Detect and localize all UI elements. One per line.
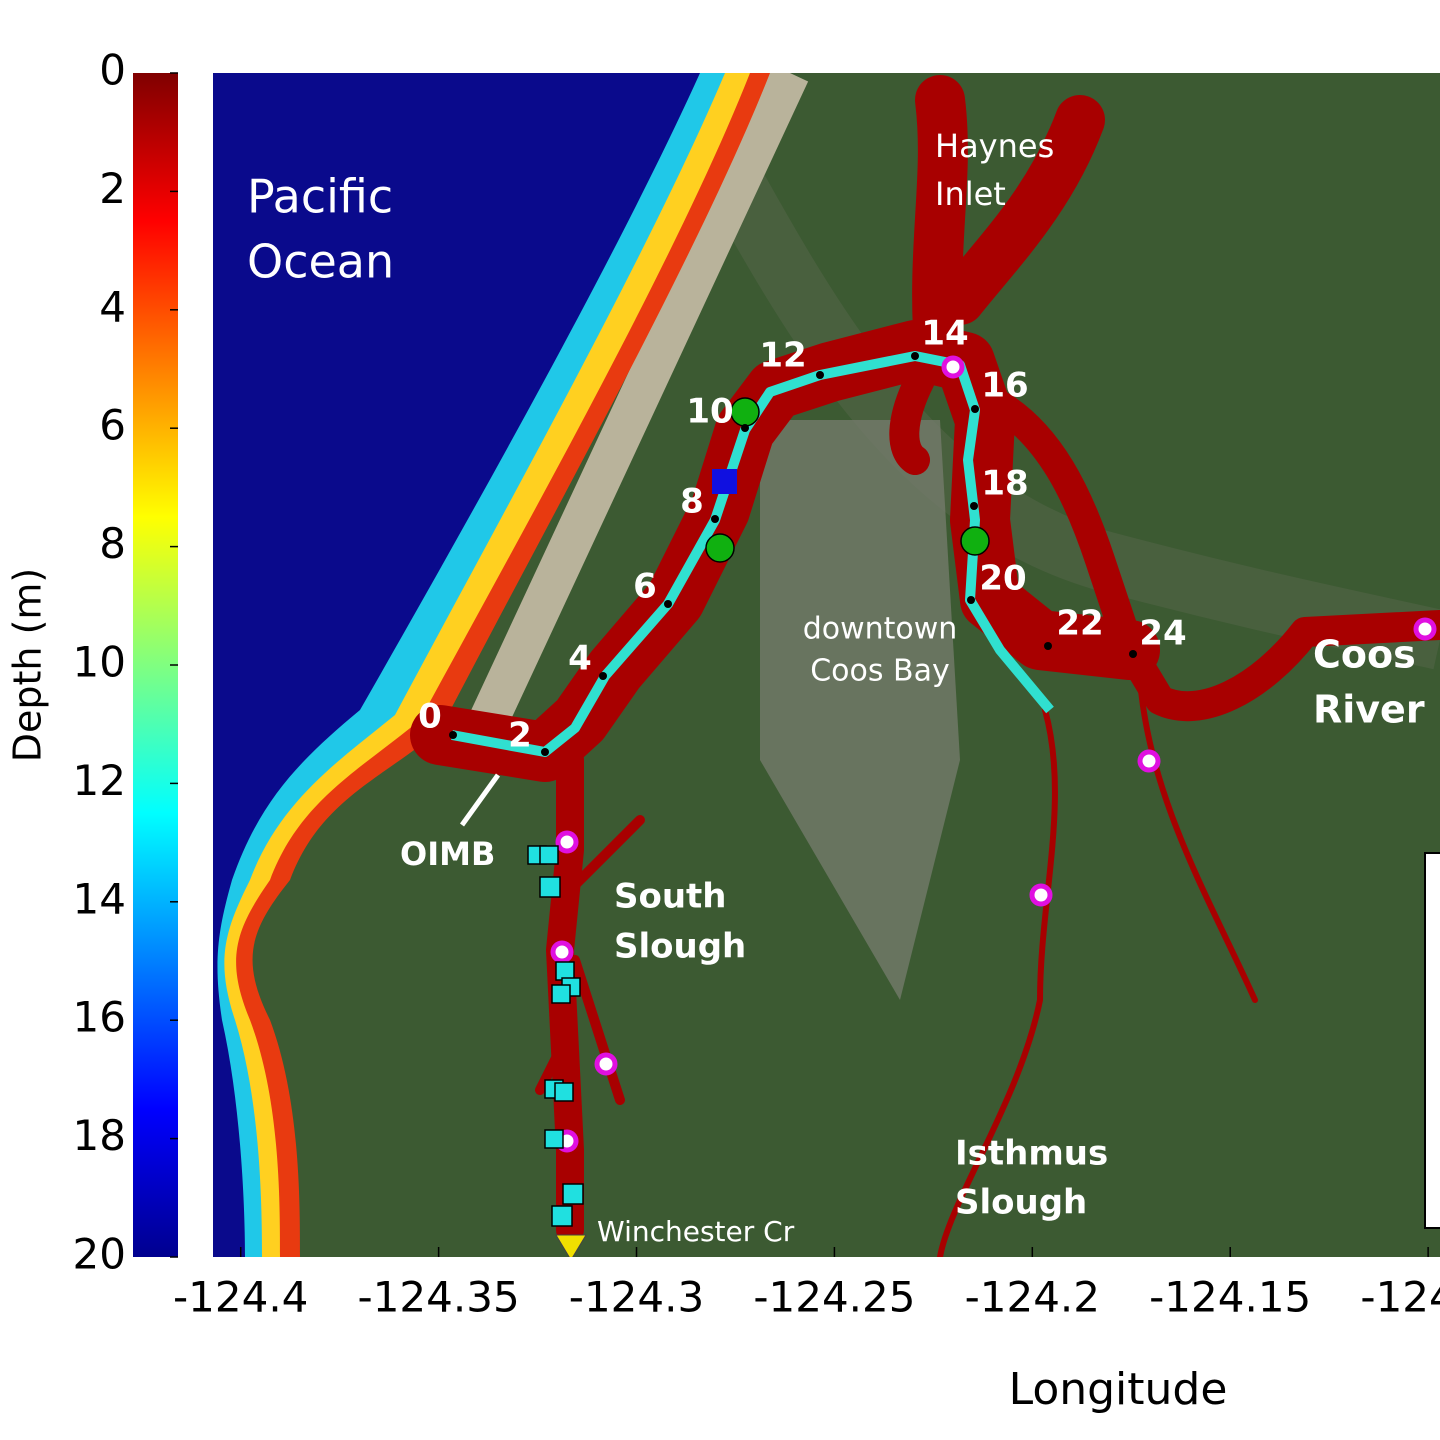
square-marker: [562, 1183, 584, 1205]
river-km-label: 12: [759, 336, 806, 376]
map: [213, 73, 1440, 1257]
river-km-dot: [449, 731, 457, 739]
map-label: OIMB: [400, 835, 495, 873]
colorbar-tick-label: 16: [73, 993, 126, 1042]
river-km-label: 16: [981, 366, 1028, 406]
square-marker: [554, 1082, 574, 1102]
markers: [459, 355, 1440, 1257]
triangle-marker: [555, 1234, 587, 1257]
map-label: Pacific: [247, 170, 393, 224]
river-km-dot: [599, 672, 607, 680]
map-label: Coos: [1313, 633, 1416, 677]
sand-spit: [451, 73, 809, 769]
river-km-dot: [1129, 650, 1137, 658]
river-km-label: 24: [1139, 614, 1186, 654]
x-tick-label: -124.35: [358, 1273, 520, 1322]
ocean: [213, 73, 700, 1257]
map-label: South: [614, 877, 727, 917]
river-km-label: 8: [680, 482, 704, 522]
legend-box: [1424, 852, 1440, 1229]
square-marker: [712, 469, 737, 494]
map-label: downtown: [803, 612, 958, 647]
river-km-label: 10: [686, 392, 733, 432]
circle-marker: [730, 397, 760, 427]
circle-marker: [1413, 617, 1437, 641]
colorbar-tick-label: 10: [73, 638, 126, 687]
circle-marker: [555, 830, 579, 854]
map-label: Inlet: [935, 175, 1006, 213]
map-label: Winchester Cr: [597, 1215, 795, 1248]
city: [760, 420, 960, 1000]
river-km-label: 18: [981, 464, 1028, 504]
colorbar-tick-label: 0: [99, 46, 126, 95]
circle-marker: [594, 1052, 618, 1076]
river-km-label: 2: [508, 716, 532, 756]
river-km-label: 6: [633, 567, 657, 607]
river-km-dot: [970, 502, 978, 510]
map-label: Coos Bay: [810, 654, 950, 689]
colorbar-tick-label: 4: [99, 282, 126, 331]
map-label: Haynes: [935, 127, 1054, 165]
x-axis-label: Longitude: [1009, 1364, 1228, 1415]
colorbar-tick-label: 14: [73, 874, 126, 923]
river-km-label: 4: [568, 639, 592, 679]
circle-marker: [1137, 749, 1161, 773]
square-marker: [539, 845, 559, 865]
circle-marker: [960, 526, 990, 556]
x-tick-label: -124.4: [173, 1273, 308, 1322]
river-km-label: 0: [418, 697, 442, 737]
x-tick-label: -124.15: [1149, 1273, 1311, 1322]
square-marker: [544, 1129, 564, 1149]
river-km-dot: [911, 352, 919, 360]
map-label: River: [1313, 688, 1425, 732]
x-tick-label: -124.2: [965, 1273, 1100, 1322]
map-label: Isthmus: [955, 1134, 1108, 1174]
river-km-dot: [741, 424, 749, 432]
river-km-label: 14: [921, 314, 968, 354]
circle-marker: [941, 355, 965, 379]
river-km-dot: [1044, 642, 1052, 650]
river-km-label: 20: [979, 559, 1026, 599]
river-km-dot: [816, 371, 824, 379]
map-label: Slough: [955, 1183, 1087, 1223]
river-km-dot: [541, 748, 549, 756]
colorbar-tick-label: 12: [73, 756, 126, 805]
colorbar-label: Depth (m): [6, 568, 50, 763]
colorbar-tick-label: 20: [73, 1230, 126, 1279]
circle-marker: [705, 533, 735, 563]
river-km-dot: [711, 515, 719, 523]
square-marker: [551, 984, 571, 1004]
pointer-line: [459, 773, 501, 827]
colorbar-tick-label: 6: [99, 401, 126, 450]
colorbar-tick-label: 8: [99, 519, 126, 568]
circle-marker: [550, 940, 574, 964]
x-tick-label: -124.1: [1360, 1273, 1440, 1322]
square-marker: [551, 1205, 573, 1227]
river-km-dot: [664, 600, 672, 608]
map-label: Ocean: [247, 235, 394, 289]
river-km-dot: [967, 596, 975, 604]
colorbar-tick-label: 18: [73, 1111, 126, 1160]
river-km-dot: [971, 405, 979, 413]
colorbar-tick-label: 2: [99, 164, 126, 213]
circle-marker: [1029, 883, 1053, 907]
river-km-label: 22: [1056, 604, 1103, 644]
x-tick-label: -124.3: [569, 1273, 704, 1322]
map-label: Slough: [614, 927, 746, 967]
square-marker: [539, 876, 561, 898]
x-tick-label: -124.25: [753, 1273, 915, 1322]
